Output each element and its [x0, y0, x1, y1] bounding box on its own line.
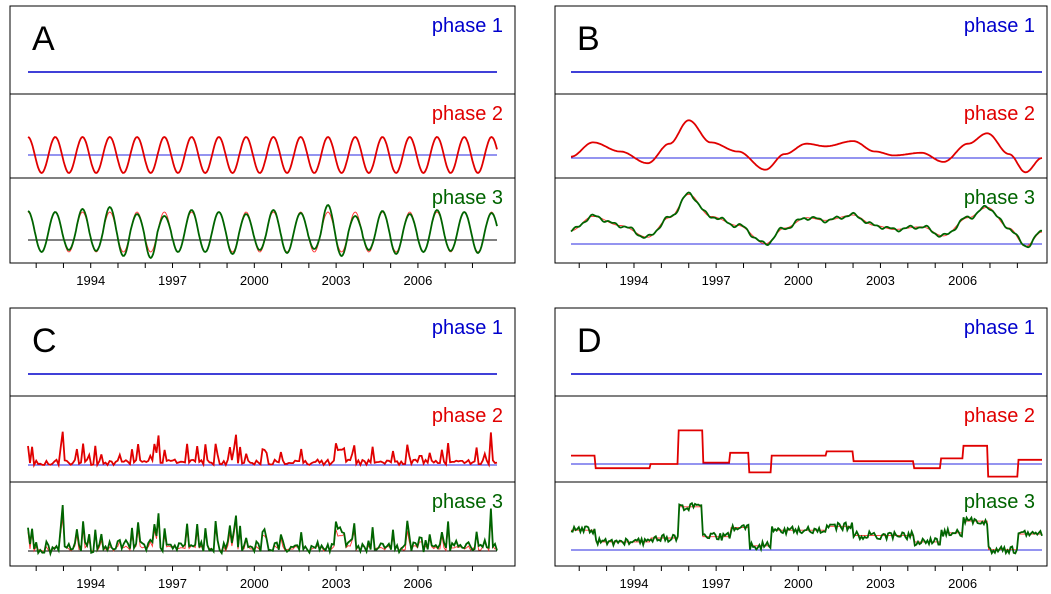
phase1-label: phase 1 — [432, 15, 503, 37]
x-tick-label: 2006 — [948, 576, 977, 591]
x-tick-label: 1994 — [76, 576, 105, 591]
x-tick-label: 2000 — [784, 273, 813, 288]
phase3-label: phase 3 — [432, 491, 503, 513]
x-tick-label: 2003 — [866, 576, 895, 591]
panel-frame — [554, 307, 1048, 567]
panel-letter: C — [32, 322, 57, 360]
phase3-label: phase 3 — [964, 491, 1035, 513]
phase2-label: phase 2 — [432, 103, 503, 125]
phase3-label: phase 3 — [964, 187, 1035, 209]
x-tick-label: 1997 — [702, 576, 731, 591]
phase2-label: phase 2 — [964, 103, 1035, 125]
x-tick-label: 2006 — [948, 273, 977, 288]
x-tick-label: 2006 — [403, 576, 432, 591]
series-phase-2 — [571, 429, 1042, 478]
x-tick-label: 2003 — [322, 273, 351, 288]
x-tick-label: 1994 — [620, 576, 649, 591]
phase2-label: phase 2 — [964, 405, 1035, 427]
x-tick-label: 1997 — [702, 273, 731, 288]
x-tick-label: 2003 — [866, 273, 895, 288]
x-tick-label: 1997 — [158, 273, 187, 288]
series-phase-2 — [27, 431, 498, 469]
series-phase-3 — [27, 204, 498, 260]
panel-frame — [9, 5, 516, 264]
phase1-label: phase 1 — [432, 317, 503, 339]
panel-letter: A — [32, 20, 55, 58]
series-phase-2 — [27, 135, 498, 175]
x-tick-label: 2000 — [784, 576, 813, 591]
phase1-label: phase 1 — [964, 317, 1035, 339]
x-tick-label: 2000 — [240, 576, 269, 591]
phase1-label: phase 1 — [964, 15, 1035, 37]
phase2-label: phase 2 — [432, 405, 503, 427]
x-tick-label: 2003 — [322, 576, 351, 591]
panel-frame — [9, 307, 516, 567]
series-phase-3 — [27, 505, 498, 557]
panel-letter: B — [577, 20, 600, 58]
series-phase-2 — [570, 119, 1043, 174]
x-tick-label: 2006 — [403, 273, 432, 288]
x-tick-label: 1997 — [158, 576, 187, 591]
series-phase-3 — [570, 191, 1043, 249]
panel-frame — [554, 5, 1048, 264]
x-tick-label: 2000 — [240, 273, 269, 288]
series-phase-3 — [570, 501, 1043, 556]
x-tick-label: 1994 — [76, 273, 105, 288]
x-tick-label: 1994 — [620, 273, 649, 288]
phase3-label: phase 3 — [432, 187, 503, 209]
panel-letter: D — [577, 322, 602, 360]
